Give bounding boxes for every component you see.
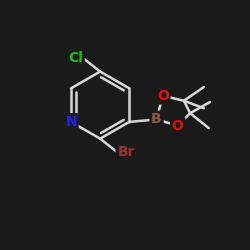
Text: Br: Br bbox=[118, 145, 135, 159]
Text: B: B bbox=[151, 112, 162, 126]
Text: Cl: Cl bbox=[68, 51, 83, 65]
Text: O: O bbox=[157, 89, 169, 103]
Text: N: N bbox=[65, 115, 77, 129]
Text: Br: Br bbox=[118, 145, 135, 159]
Text: Cl: Cl bbox=[68, 51, 83, 65]
Text: O: O bbox=[172, 118, 183, 132]
